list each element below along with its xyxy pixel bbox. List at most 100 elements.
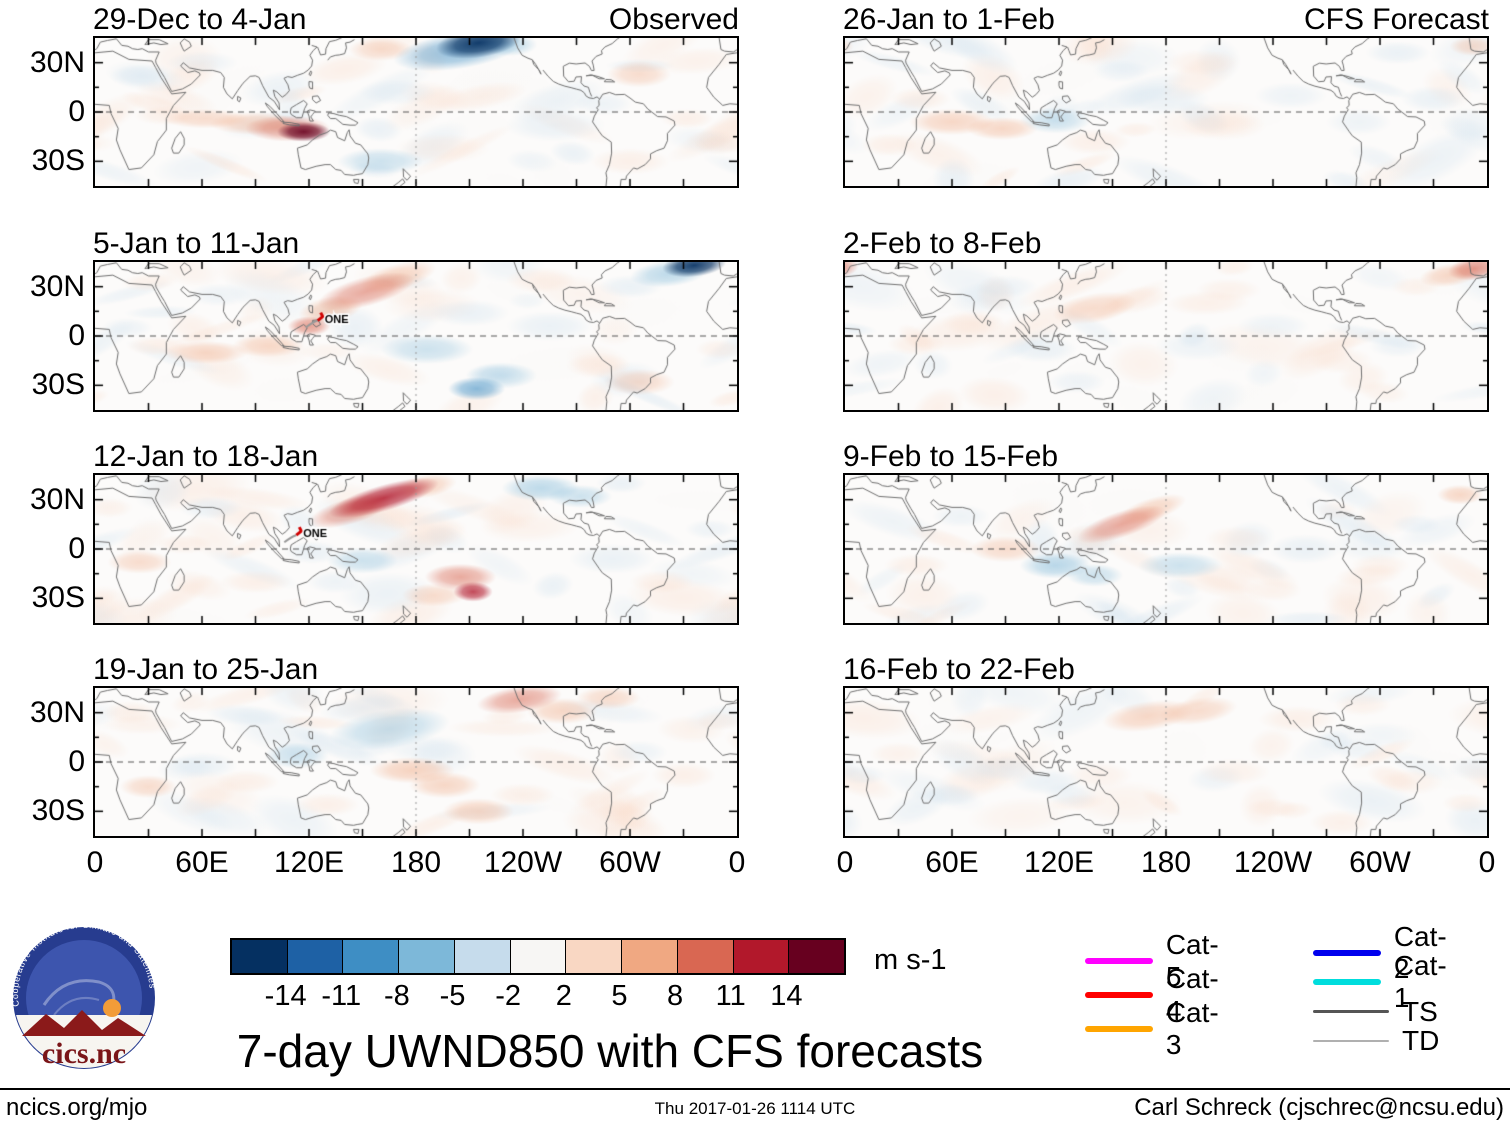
colorbar-segment-10 (789, 940, 845, 973)
panel-date-range: 29-Dec to 4-Jan (93, 3, 307, 36)
footer-timestamp: Thu 2017-01-26 1114 UTC (654, 1099, 856, 1118)
lat-axis-label-30N: 30N (29, 695, 85, 729)
lon-axis-label: 60E (925, 846, 979, 879)
legend-item-Cat-1: Cat-1 (1313, 950, 1455, 1013)
colorbar (230, 938, 846, 975)
legend-item-TD: TD (1313, 1025, 1455, 1057)
panel-header: 16-Feb to 22-Feb (843, 652, 1489, 685)
colorbar-tick-label: 11 (715, 980, 746, 1012)
panel-header: 29-Dec to 4-Jan Observed (93, 2, 739, 35)
panel-fcst-3: 9-Feb to 15-Feb (843, 441, 1489, 625)
panel-date-range: 26-Jan to 1-Feb (843, 3, 1055, 36)
legend-item-Cat-3: Cat-3 (1085, 997, 1227, 1060)
lat-axis-label-30N: 30N (29, 269, 85, 303)
legend-item-label: Cat-5 (1165, 929, 1219, 992)
colorbar-tick-label: 14 (770, 980, 803, 1012)
colorbar-segment-9 (733, 940, 790, 973)
legend-item-Cat-2: Cat-2 (1313, 921, 1455, 984)
panel-header: 12-Jan to 18-Jan (93, 439, 739, 472)
lon-axis-label: 120W (483, 846, 563, 879)
lat-axis-label-30N: 30N (29, 482, 85, 516)
main-title: 7-day UWND850 with CFS forecasts (236, 1025, 984, 1077)
panel-date-range: 5-Jan to 11-Jan (93, 227, 300, 260)
lon-axis-label: 180 (1140, 846, 1192, 879)
lat-axis-label-30S: 30S (31, 581, 85, 615)
lat-axis-label-30S: 30S (31, 368, 85, 402)
panel-header: 5-Jan to 11-Jan (93, 226, 739, 259)
colorbar-tick-label: 2 (555, 980, 572, 1012)
colorbar-tick-label: -2 (495, 980, 522, 1012)
map-canvas-obs-3 (93, 473, 739, 625)
panel-obs-2: 5-Jan to 11-Jan 30N 0 30S (30, 228, 739, 412)
lon-axis-label: 180 (390, 846, 442, 879)
panel-date-range: 9-Feb to 15-Feb (843, 440, 1059, 473)
map-canvas-fcst-1 (843, 36, 1489, 188)
panel-corner-label: Observed (608, 3, 739, 36)
logo-text: cics.nc (42, 1037, 126, 1070)
colorbar-tick-label: 5 (611, 980, 628, 1012)
map-canvas-obs-1 (93, 36, 739, 188)
colorbar-segment-1 (287, 940, 344, 973)
lon-axis-label: 120E (1023, 846, 1095, 879)
panel-fcst-1: 26-Jan to 1-Feb CFS Forecast (843, 4, 1489, 188)
lon-axis-label: 120W (1233, 846, 1313, 879)
lon-axis-label: 0 (836, 846, 854, 879)
lat-axis-label-30S: 30S (31, 794, 85, 828)
cat-1-line-sample (1313, 979, 1381, 986)
panel-corner-label: CFS Forecast (1303, 3, 1489, 36)
lon-axis-label: 120E (273, 846, 345, 879)
logo-mountains-icon (22, 1010, 146, 1036)
map-canvas-obs-4 (93, 686, 739, 838)
cics-logo: Cooperative Institute for Climate and Sa… (10, 920, 157, 1070)
td-line-sample (1313, 1040, 1389, 1043)
colorbar-segment-6 (566, 940, 623, 973)
logo-swirl (42, 979, 116, 1009)
colorbar-segment-5 (510, 940, 567, 973)
panel-obs-4: 19-Jan to 25-Jan 30N 0 30S (30, 654, 739, 838)
logo-sun-icon (103, 999, 121, 1017)
legend-item-label: Cat-4 (1165, 963, 1219, 1026)
logo-swirl-2 (53, 996, 100, 1016)
lon-axis-label: 0 (86, 846, 104, 879)
footer-credit: Carl Schreck (cjschrec@ncsu.edu) (1134, 1094, 1504, 1121)
lon-axis-labels-right: 0 60E 120E 180 120W 60W 0 (837, 846, 1496, 879)
map-canvas-fcst-4 (843, 686, 1489, 838)
lat-axis-label-0: 0 (68, 95, 85, 128)
panel-obs-1: 29-Dec to 4-Jan Observed 30N 0 30S (30, 4, 739, 188)
colorbar-segment-7 (622, 940, 678, 973)
colorbar-tick-label: -5 (439, 980, 466, 1012)
lon-axis-labels-left: 0 60E 120E 180 120W 60W 0 (87, 846, 746, 879)
colorbar-tick-label: -11 (321, 980, 362, 1012)
footer-divider (0, 1088, 1510, 1090)
legend-group-1: Cat-5 Cat-4 Cat-3 (1085, 929, 1227, 1060)
cat-3-line-sample (1085, 1026, 1153, 1032)
legend-item-label: Cat-2 (1393, 920, 1447, 984)
colorbar-tick-label: 8 (667, 980, 684, 1012)
panel-fcst-2: 2-Feb to 8-Feb (843, 228, 1489, 412)
map-canvas-fcst-3 (843, 473, 1489, 625)
lat-axis-label-0: 0 (68, 532, 85, 565)
legend-item-Cat-5: Cat-5 (1085, 929, 1227, 992)
legend-item-label: TD (1402, 1025, 1440, 1057)
cat-5-line-sample (1085, 958, 1153, 964)
panel-date-range: 12-Jan to 18-Jan (93, 440, 319, 473)
panel-fcst-4: 16-Feb to 22-Feb (843, 654, 1489, 838)
lon-axis-label: 0 (1478, 846, 1496, 879)
colorbar-segment-8 (677, 940, 734, 973)
panel-date-range: 16-Feb to 22-Feb (843, 653, 1075, 686)
lat-axis-label-0: 0 (68, 319, 85, 352)
legend-item-label: Cat-1 (1393, 950, 1447, 1014)
panel-header: 19-Jan to 25-Jan (93, 652, 739, 685)
legend-item-label: TS (1402, 995, 1438, 1027)
colorbar-tick-labels: -14 -11 -8 -5 -2 2 5 8 11 14 (230, 980, 842, 1012)
legend-item-Cat-4: Cat-4 (1085, 963, 1227, 1026)
colorbar-tick-label: -8 (384, 980, 410, 1012)
legend-item-TS: TS (1313, 995, 1455, 1027)
colorbar-units-label: m s-1 (874, 944, 947, 976)
lon-axis-label: 60W (599, 846, 661, 879)
panel-obs-3: 12-Jan to 18-Jan 30N 0 30S (30, 441, 739, 625)
footer-url: ncics.org/mjo (6, 1094, 148, 1121)
map-canvas-fcst-2 (843, 260, 1489, 412)
colorbar-segment-2 (343, 940, 400, 973)
